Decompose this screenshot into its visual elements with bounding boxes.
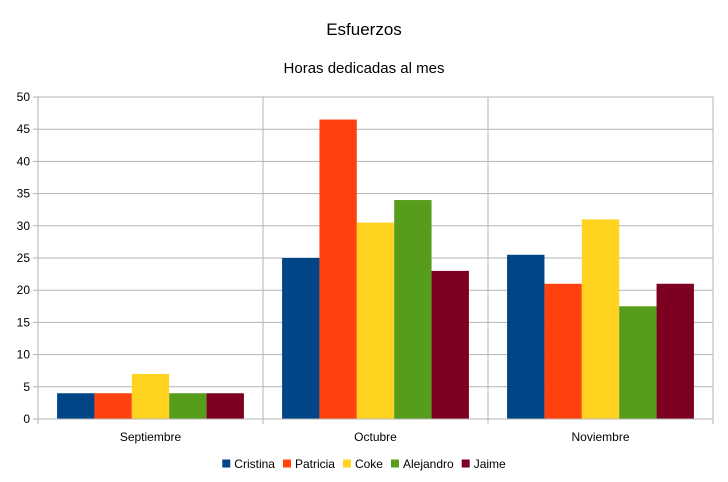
legend-swatch [342, 459, 351, 468]
legend-item-alejandro: Alejandro [390, 457, 454, 471]
chart-subtitle: Horas dedicadas al mes [284, 60, 445, 77]
y-tick-label: 35 [17, 187, 31, 201]
bar-cristina-octubre [282, 258, 320, 419]
bars [57, 119, 694, 419]
legend-item-jaime: Jaime [461, 457, 506, 471]
legend-label: Jaime [474, 457, 506, 471]
legend: Cristina Patricia Coke Alejandro Jaime [222, 457, 506, 471]
bar-alejandro-septiembre [169, 393, 207, 419]
legend-swatch [222, 459, 231, 468]
y-tick-label: 20 [17, 283, 31, 297]
x-category-label: Octubre [354, 430, 397, 444]
y-tick-label: 5 [23, 380, 30, 394]
legend-swatch [461, 459, 470, 468]
bar-jaime-noviembre [656, 283, 694, 419]
legend-label: Coke [355, 457, 383, 471]
y-tick-label: 30 [17, 219, 31, 233]
x-category-labels: Septiembre Octubre Noviembre [120, 430, 630, 444]
bar-cristina-noviembre [507, 254, 545, 419]
bar-coke-septiembre [131, 373, 170, 419]
legend-item-cristina: Cristina [222, 457, 275, 471]
axes [33, 96, 713, 420]
y-tick-label: 15 [17, 315, 31, 329]
bar-alejandro-octubre [394, 200, 432, 419]
y-tick-labels: 0 5 10 15 20 25 30 35 40 45 50 [17, 90, 31, 426]
chart-title: Esfuerzos [326, 20, 402, 39]
x-category-label: Septiembre [120, 430, 182, 444]
bar-patricia-noviembre [544, 283, 582, 419]
legend-swatch [390, 459, 399, 468]
legend-item-patricia: Patricia [282, 457, 335, 471]
x-category-label: Noviembre [571, 430, 629, 444]
y-tick-label: 40 [17, 154, 31, 168]
y-tick-label: 0 [23, 412, 30, 426]
legend-item-coke: Coke [342, 457, 383, 471]
legend-label: Patricia [295, 457, 335, 471]
y-tick-label: 10 [17, 348, 31, 362]
bar-alejandro-noviembre [619, 306, 657, 419]
bar-coke-octubre [356, 222, 395, 419]
y-tick-label: 50 [17, 90, 31, 104]
y-tick-label: 25 [17, 251, 31, 265]
legend-label: Cristina [234, 457, 275, 471]
y-tick-label: 45 [17, 122, 31, 136]
bar-jaime-septiembre [206, 393, 244, 419]
bar-patricia-septiembre [94, 393, 132, 419]
bar-cristina-septiembre [57, 393, 95, 419]
bar-patricia-octubre [319, 119, 357, 419]
legend-label: Alejandro [403, 457, 454, 471]
bar-jaime-octubre [431, 270, 469, 419]
bar-coke-noviembre [581, 219, 620, 419]
legend-swatch [282, 459, 291, 468]
